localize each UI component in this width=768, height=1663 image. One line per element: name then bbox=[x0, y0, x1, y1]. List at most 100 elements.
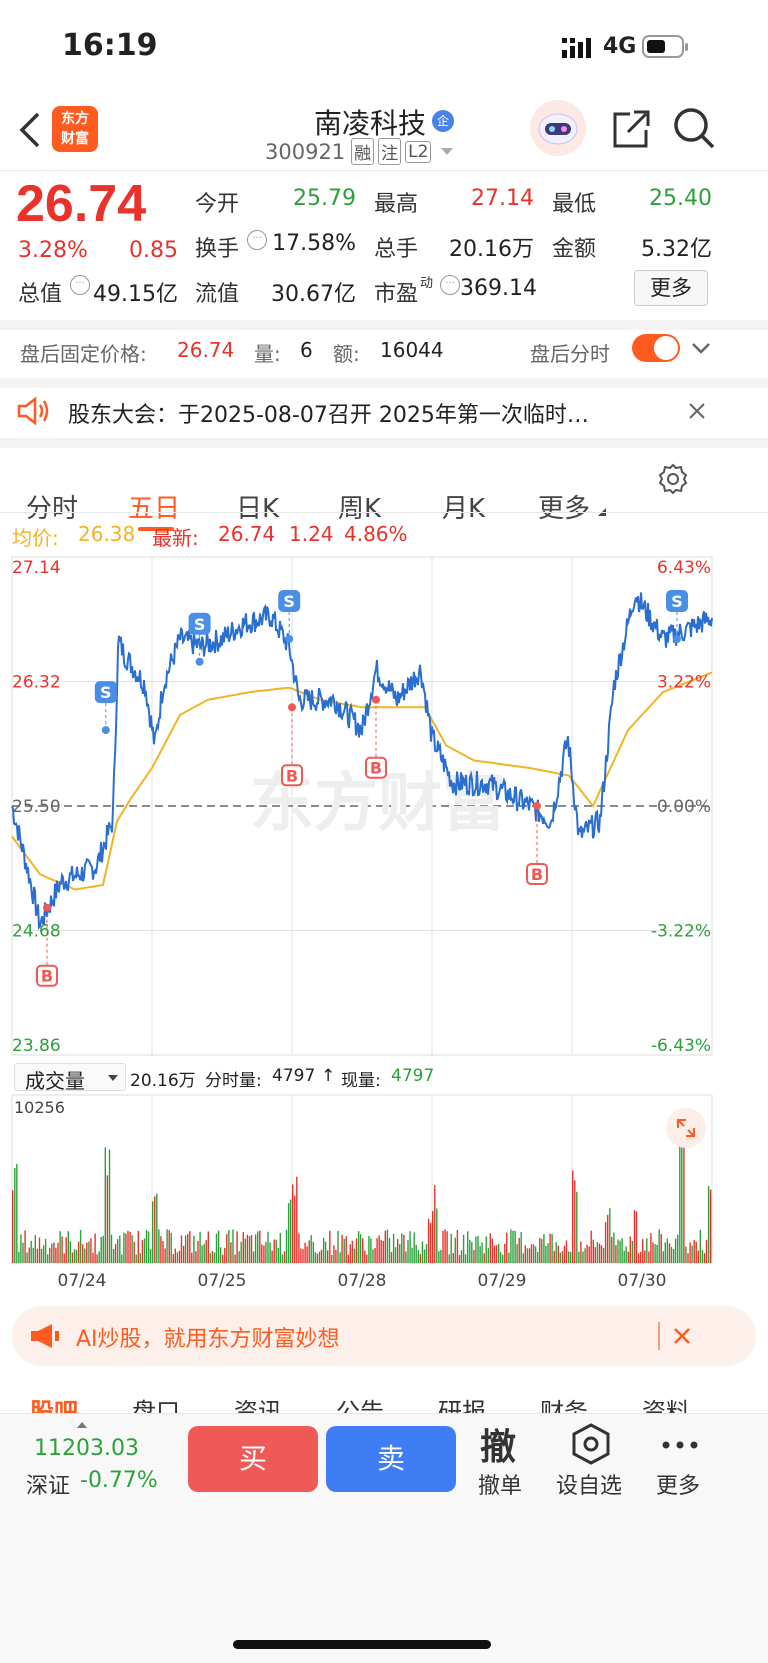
watchlist-label[interactable]: 设自选 bbox=[556, 1474, 623, 1499]
volume-bar bbox=[285, 1229, 288, 1263]
volume-bar bbox=[57, 1242, 59, 1263]
more-dots-icon[interactable] bbox=[660, 1436, 700, 1455]
volume-bar bbox=[47, 1254, 49, 1263]
volume-bar bbox=[495, 1245, 498, 1263]
volume-bar bbox=[14, 1168, 16, 1263]
cancel-order-icon[interactable]: 撤 bbox=[480, 1427, 517, 1468]
info-icon[interactable]: ··· bbox=[70, 275, 90, 295]
volume-bar bbox=[28, 1247, 30, 1263]
volume-bar bbox=[302, 1249, 304, 1263]
volume-bar bbox=[399, 1244, 401, 1263]
tab-month-k[interactable]: 月K bbox=[442, 494, 486, 524]
volume-bar bbox=[510, 1229, 512, 1263]
tab-week-k[interactable]: 周K bbox=[338, 494, 382, 524]
ad-banner[interactable]: AI炒股，就用东方财富妙想 bbox=[12, 1306, 756, 1366]
index-value[interactable]: 11203.03 bbox=[34, 1436, 139, 1461]
dropdown-icon[interactable] bbox=[441, 148, 454, 155]
float-cap-value: 30.67亿 bbox=[271, 282, 356, 307]
volume-bar bbox=[613, 1232, 615, 1263]
volume-bar bbox=[273, 1239, 275, 1263]
volume-bar bbox=[423, 1249, 426, 1263]
ad-close-icon[interactable] bbox=[672, 1326, 692, 1350]
volume-bar bbox=[174, 1248, 176, 1263]
volume-chart[interactable]: 10256 07/24 07/25 07/28 07/29 07/30 bbox=[0, 1093, 768, 1293]
buy-button[interactable]: 买 bbox=[188, 1426, 318, 1492]
info-icon[interactable]: ··· bbox=[247, 230, 267, 250]
y-tick-right: 0.00% bbox=[657, 797, 711, 817]
volume-bar bbox=[119, 1235, 121, 1263]
volume-bar bbox=[327, 1250, 329, 1263]
volume-bar bbox=[257, 1231, 259, 1263]
settings-gear-icon[interactable] bbox=[656, 462, 690, 500]
tab-orderbook[interactable]: 盘口 bbox=[132, 1398, 180, 1414]
buy-marker-label: B bbox=[41, 967, 53, 986]
tab-financials[interactable]: 财务 bbox=[540, 1398, 588, 1414]
back-icon[interactable] bbox=[16, 110, 46, 154]
latest-change: 1.24 bbox=[289, 522, 334, 546]
tab-news[interactable]: 资讯 bbox=[234, 1398, 282, 1414]
search-icon[interactable] bbox=[672, 106, 716, 154]
tab-profile[interactable]: 资料 bbox=[642, 1398, 690, 1414]
chevron-down-icon[interactable] bbox=[690, 338, 712, 362]
enterprise-badge-icon: 企 bbox=[432, 110, 454, 132]
expand-icon[interactable] bbox=[666, 1108, 706, 1148]
volume-bar bbox=[380, 1240, 382, 1263]
high-value: 27.14 bbox=[471, 186, 534, 211]
volume-selector[interactable]: 成交量 bbox=[14, 1063, 126, 1093]
share-icon[interactable] bbox=[610, 106, 650, 154]
volume-bar bbox=[149, 1249, 152, 1263]
volume-bar bbox=[499, 1252, 502, 1263]
index-name: 深证 bbox=[26, 1474, 71, 1499]
nav-bar: 东方 财富 南凌科技 企 300921 融 注 L2 bbox=[0, 100, 768, 180]
cancel-order-label[interactable]: 撤单 bbox=[478, 1474, 523, 1499]
volume-bar bbox=[318, 1251, 321, 1263]
volume-bar bbox=[96, 1254, 98, 1263]
volume-bar bbox=[275, 1239, 277, 1263]
volume-bar bbox=[359, 1234, 362, 1263]
after-hours-toggle[interactable] bbox=[632, 334, 680, 362]
volume-bar bbox=[234, 1254, 236, 1263]
volume-bar bbox=[555, 1242, 557, 1263]
more-label[interactable]: 更多 bbox=[656, 1474, 701, 1499]
volume-bar bbox=[479, 1246, 481, 1263]
volume-bar bbox=[104, 1147, 106, 1263]
volume-bar bbox=[102, 1235, 104, 1263]
volume-bar bbox=[180, 1235, 183, 1263]
info-icon[interactable]: ··· bbox=[440, 275, 460, 295]
assistant-avatar-icon[interactable] bbox=[530, 100, 586, 156]
volume-bar bbox=[184, 1235, 187, 1263]
volume-bar bbox=[213, 1252, 216, 1263]
volume-bar bbox=[69, 1241, 71, 1263]
volume-bar bbox=[600, 1245, 603, 1263]
volume-bar bbox=[580, 1241, 582, 1263]
volume-bar bbox=[384, 1230, 386, 1263]
tag-margin: 融 bbox=[351, 138, 375, 165]
tab-five-day[interactable]: 五日 bbox=[128, 494, 181, 524]
low-value: 25.40 bbox=[649, 186, 712, 211]
tab-minute[interactable]: 分时 bbox=[26, 494, 79, 524]
watchlist-icon[interactable] bbox=[570, 1422, 612, 1470]
speaker-icon bbox=[16, 395, 52, 431]
turnover-value: 17.58% bbox=[272, 231, 356, 256]
volume-bar bbox=[84, 1248, 86, 1263]
volume-bar bbox=[489, 1233, 491, 1263]
tab-research[interactable]: 研报 bbox=[438, 1398, 486, 1414]
tab-day-k[interactable]: 日K bbox=[236, 494, 280, 524]
marker-point bbox=[101, 726, 110, 735]
close-icon[interactable] bbox=[686, 400, 708, 426]
volume-bar bbox=[244, 1238, 246, 1263]
tab-forum[interactable]: 股吧 bbox=[30, 1398, 78, 1414]
tab-more[interactable]: 更多 bbox=[538, 494, 591, 524]
more-button[interactable]: 更多 bbox=[634, 270, 708, 306]
volume-bar bbox=[139, 1253, 141, 1263]
sell-button[interactable]: 卖 bbox=[326, 1426, 456, 1492]
volume-bar bbox=[637, 1253, 640, 1263]
volume-bar bbox=[82, 1244, 84, 1263]
tab-announcements[interactable]: 公告 bbox=[336, 1398, 384, 1414]
volume-bar bbox=[230, 1242, 232, 1263]
volume-bar bbox=[627, 1251, 629, 1263]
volume-bar bbox=[322, 1237, 325, 1263]
volume-bar bbox=[514, 1230, 516, 1263]
volume-bar bbox=[594, 1247, 596, 1263]
